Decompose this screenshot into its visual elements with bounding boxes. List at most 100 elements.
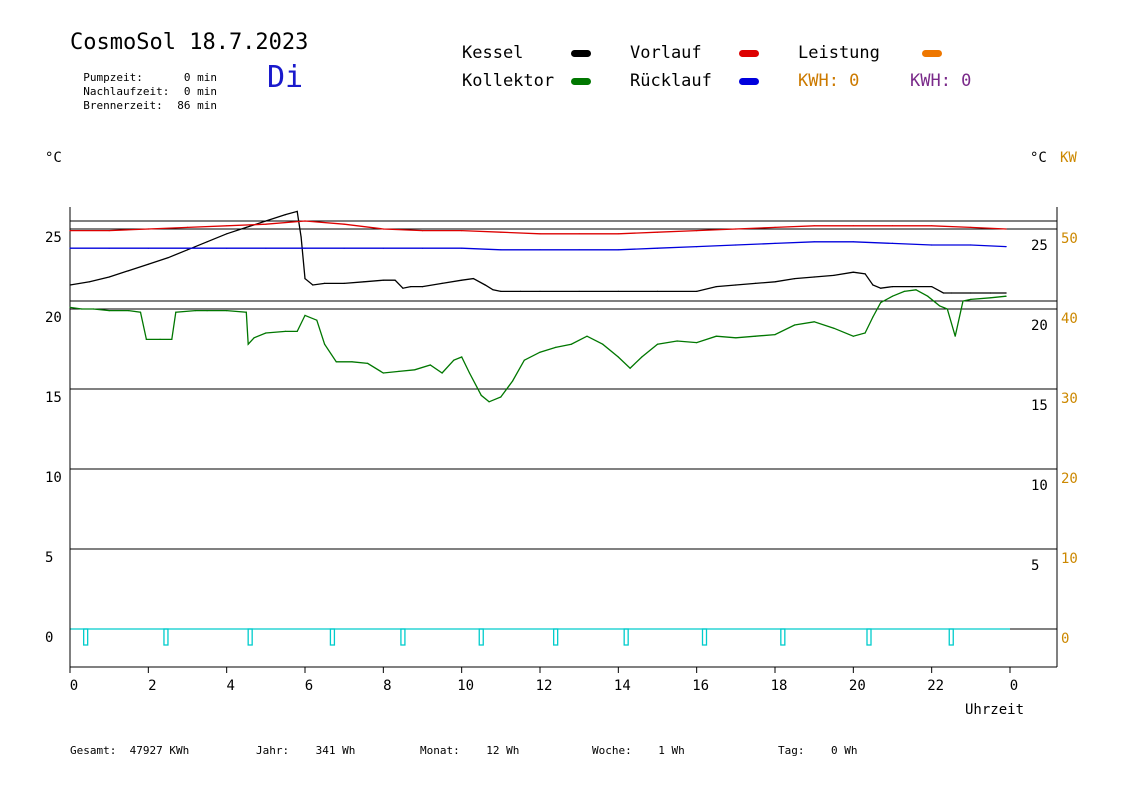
- series-point-0-24: [441, 282, 443, 284]
- pump-marker-6: [553, 628, 559, 646]
- x-tick-label-7: 14: [614, 678, 631, 694]
- pump-marker-8: [701, 628, 708, 646]
- series-layer: [69, 210, 1007, 646]
- series-point-1-63: [927, 295, 929, 297]
- series-point-1-20: [316, 319, 318, 321]
- series-point-1-58: [872, 316, 874, 318]
- y-tick-left-25: 25: [45, 230, 62, 246]
- series-point-1-18: [296, 330, 298, 332]
- series-point-2-13: [578, 233, 580, 235]
- series-point-1-44: [629, 367, 631, 369]
- series-point-2-17: [735, 228, 737, 230]
- legend-vorlauf-label: Vorlauf: [630, 43, 702, 63]
- x-tick-label-1: 2: [148, 678, 156, 694]
- series-point-3-16: [696, 246, 698, 248]
- legend-leistung-swatch: [922, 50, 942, 57]
- series-point-2-20: [852, 225, 854, 227]
- y-tick-right-5: 5: [1031, 558, 1039, 574]
- footer-value: 0 Wh: [831, 744, 858, 757]
- series-point-0-16: [323, 282, 326, 284]
- series-point-0-17: [343, 282, 345, 284]
- series-point-2-10: [461, 230, 463, 232]
- series-point-0-43: [852, 271, 854, 273]
- x-tick-label-11: 22: [927, 678, 944, 694]
- series-point-0-37: [735, 284, 737, 286]
- series-point-0-3: [128, 270, 130, 272]
- footer-jahr: Jahr: 341 Wh: [256, 744, 355, 757]
- series-point-3-3: [186, 247, 189, 249]
- series-point-1-64: [938, 305, 941, 307]
- kwh-orange-label: KWH: 0: [798, 71, 860, 91]
- series-point-0-32: [578, 290, 580, 292]
- series-point-1-27: [414, 369, 416, 371]
- series-point-2-15: [656, 231, 659, 233]
- series-point-3-19: [813, 241, 815, 243]
- series-point-0-35: [696, 290, 698, 292]
- pump-marker-3: [329, 628, 336, 646]
- series-point-3-7: [343, 247, 345, 249]
- pump-marker-2: [247, 628, 253, 646]
- series-point-0-53: [989, 292, 992, 294]
- pump-marker-11: [948, 628, 954, 646]
- series-point-2-2: [147, 228, 149, 230]
- legend-kollektor-swatch: [571, 78, 591, 85]
- series-point-0-30: [519, 290, 522, 292]
- series-point-0-6: [186, 249, 189, 251]
- weekday-label: Di: [267, 60, 304, 95]
- series-point-0-49: [931, 286, 933, 288]
- series-point-1-14: [247, 343, 249, 345]
- series-point-3-24: [1005, 246, 1007, 248]
- series-point-1-32: [468, 372, 471, 374]
- series-point-1-59: [880, 302, 882, 304]
- stat-row-brennerzeit: Brennerzeit: 86 min: [70, 86, 217, 112]
- x-tick-label-6: 12: [536, 678, 553, 694]
- pump-marker-9: [780, 628, 786, 646]
- series-point-1-45: [641, 356, 643, 358]
- series-point-3-17: [735, 244, 737, 246]
- series-point-0-22: [410, 286, 412, 288]
- series-point-3-8: [382, 247, 384, 249]
- footer-label: Monat:: [420, 744, 460, 757]
- y-axis-label-right: °C: [1030, 150, 1047, 166]
- series-point-0-27: [484, 284, 486, 286]
- grid-layer: [70, 220, 1057, 630]
- series-point-1-37: [523, 359, 525, 361]
- y-tick-right-10: 10: [1031, 478, 1048, 494]
- series-point-0-36: [715, 286, 717, 288]
- series-point-0-48: [911, 286, 913, 288]
- series-point-2-21: [891, 225, 894, 227]
- series-point-0-47: [891, 286, 894, 288]
- series-point-2-24: [1005, 228, 1007, 230]
- series-point-0-12: [296, 210, 298, 212]
- series-point-3-12: [539, 249, 541, 251]
- y-tick-right-20: 20: [1031, 318, 1048, 334]
- series-point-1-29: [441, 372, 443, 374]
- series-point-0-31: [539, 290, 541, 292]
- series-point-1-46: [656, 343, 659, 345]
- series-point-0-20: [394, 279, 396, 281]
- pump-marker-1: [163, 628, 169, 646]
- series-point-0-25: [461, 279, 463, 281]
- series-point-1-70: [1005, 295, 1007, 297]
- footer-value: 1 Wh: [658, 744, 685, 757]
- y-tick-right-25: 25: [1031, 238, 1048, 254]
- series-point-0-0: [69, 284, 71, 286]
- series-point-2-5: [265, 223, 267, 225]
- series-point-0-44: [864, 273, 866, 275]
- legend-kollektor-label: Kollektor: [462, 71, 555, 91]
- series-point-1-3: [108, 310, 110, 312]
- series-point-3-6: [304, 247, 306, 249]
- x-tick-label-10: 20: [849, 678, 866, 694]
- stat-row-pumpzeit: Pumpzeit: 0 min: [70, 58, 217, 84]
- series-point-1-51: [754, 335, 757, 337]
- series-point-2-9: [421, 230, 424, 232]
- series-line-rcklauf: [70, 241, 1007, 251]
- pump-marker-5: [478, 628, 484, 646]
- series-point-0-14: [304, 278, 306, 280]
- series-point-0-42: [833, 274, 835, 276]
- series-point-3-9: [421, 247, 424, 249]
- series-point-0-34: [656, 290, 659, 292]
- legend-kessel-swatch: [571, 50, 591, 57]
- series-point-1-23: [351, 361, 353, 363]
